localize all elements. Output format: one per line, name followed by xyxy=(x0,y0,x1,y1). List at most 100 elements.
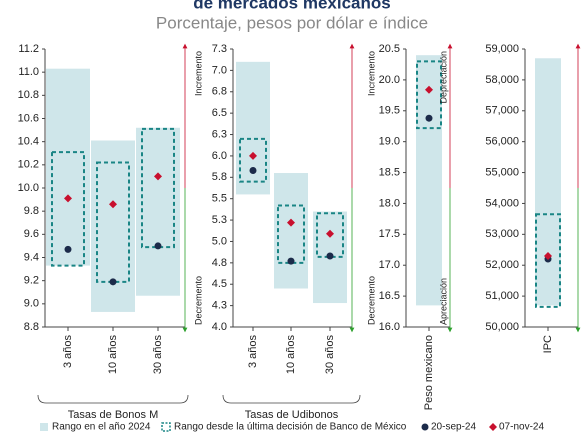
chart-title: de mercados mexicanos xyxy=(193,0,390,12)
range-2024 xyxy=(416,55,442,306)
y-tick-label: 7.3 xyxy=(212,43,227,55)
y-tick-label: 9.4 xyxy=(24,251,39,263)
y-tick-label: 5.0 xyxy=(212,235,227,247)
legend-swatch xyxy=(489,423,497,431)
sep-point xyxy=(425,114,433,122)
y-tick-label: 17.5 xyxy=(379,228,400,240)
y-tick-label: 9.2 xyxy=(24,275,39,287)
y-tick-label: 5.8 xyxy=(212,171,227,183)
x-tick-label: 10 años xyxy=(107,335,119,375)
sep-point xyxy=(109,278,117,286)
group-bracket xyxy=(37,394,189,404)
y-tick-label: 9.6 xyxy=(24,228,39,240)
y-tick-label: 9.8 xyxy=(24,205,39,217)
y-tick-label: 18.0 xyxy=(379,197,400,209)
y-tick-label: 50,000 xyxy=(485,321,519,333)
y-tick-label: 6.3 xyxy=(212,128,227,140)
y-tick-label: 9.0 xyxy=(24,298,39,310)
nov-point xyxy=(109,200,117,209)
y-tick-label: 6.8 xyxy=(212,86,227,98)
sep-point xyxy=(64,245,72,253)
range-banxico xyxy=(141,127,175,249)
side-label: Apreciación xyxy=(438,278,448,325)
y-tick-label: 6.5 xyxy=(212,107,227,119)
sep-point xyxy=(287,257,295,265)
group-label: Tasas de Udibonos xyxy=(245,409,339,421)
y-tick-label: 10.2 xyxy=(18,159,39,171)
y-tick-label: 19.5 xyxy=(379,105,400,117)
x-tick-label: 30 años xyxy=(152,335,164,375)
y-tick-label: 10.0 xyxy=(18,182,39,194)
y-tick-label: 58,000 xyxy=(485,74,519,86)
y-tick-label: 56,000 xyxy=(485,136,519,148)
y-tick-label: 10.4 xyxy=(18,136,39,148)
x-tick-label: 3 años xyxy=(62,335,74,369)
y-tick-label: 20.5 xyxy=(379,43,400,55)
y-tick-label: 11.2 xyxy=(18,43,39,55)
legend-swatch xyxy=(421,423,429,431)
legend-swatch xyxy=(161,422,171,432)
sep-point xyxy=(249,166,257,174)
chart-subtitle: Porcentaje, pesos por dólar e índice xyxy=(156,13,428,32)
nov-point xyxy=(64,194,72,203)
range-banxico xyxy=(51,151,85,267)
y-tick-label: 53,000 xyxy=(485,228,519,240)
range-2024 xyxy=(274,173,308,289)
nov-point xyxy=(287,218,295,227)
y-tick-label: 10.6 xyxy=(18,112,39,124)
legend-swatch xyxy=(40,423,48,431)
x-tick-label: 3 años xyxy=(247,335,259,369)
y-tick-label: 10.8 xyxy=(18,89,39,101)
range-2024 xyxy=(236,61,270,195)
side-label: Incremento xyxy=(193,51,203,96)
group-bracket xyxy=(222,394,361,404)
range-2024 xyxy=(136,127,180,296)
side-label: Decremento xyxy=(366,276,376,325)
nov-point xyxy=(326,229,334,238)
nov-point xyxy=(425,85,433,94)
x-tick-label: 10 años xyxy=(285,335,297,375)
y-tick-label: 8.8 xyxy=(24,321,39,333)
nov-point xyxy=(249,151,257,160)
side-label: Depreciación xyxy=(438,51,448,104)
range-2024 xyxy=(46,68,90,266)
y-tick-label: 20.0 xyxy=(379,74,400,86)
y-tick-label: 6.0 xyxy=(212,150,227,162)
y-tick-label: 5.3 xyxy=(212,214,227,226)
group-label: Tasas de Bonos M xyxy=(68,409,159,421)
legend-label: Rango desde la última decisión de Banco … xyxy=(174,422,407,433)
y-tick-label: 52,000 xyxy=(485,259,519,271)
y-tick-label: 11.0 xyxy=(18,66,39,78)
y-tick-label: 4.3 xyxy=(212,300,227,312)
y-tick-label: 4.0 xyxy=(212,321,227,333)
legend-label: Rango en el año 2024 xyxy=(52,422,151,433)
y-tick-label: 59,000 xyxy=(485,43,519,55)
y-tick-label: 54,000 xyxy=(485,197,519,209)
y-tick-label: 7.0 xyxy=(212,64,227,76)
sep-point xyxy=(154,242,162,250)
y-tick-label: 55,000 xyxy=(485,166,519,178)
range-banxico xyxy=(535,213,561,308)
y-tick-label: 18.5 xyxy=(379,166,400,178)
side-label: Incremento xyxy=(366,51,376,96)
range-banxico xyxy=(416,60,442,130)
nov-point xyxy=(544,251,552,260)
y-tick-label: 16.0 xyxy=(379,321,400,333)
y-tick-label: 57,000 xyxy=(485,105,519,117)
nov-point xyxy=(154,172,162,181)
y-tick-label: 16.5 xyxy=(379,290,400,302)
range-2024 xyxy=(535,58,561,306)
range-banxico xyxy=(96,161,130,283)
y-tick-label: 4.8 xyxy=(212,257,227,269)
legend-label: 07-nov-24 xyxy=(499,422,544,433)
x-tick-label: Peso mexicano xyxy=(423,335,435,410)
x-tick-label: 30 años xyxy=(324,335,336,375)
side-label: Decremento xyxy=(193,276,203,325)
y-tick-label: 4.5 xyxy=(212,278,227,290)
x-tick-label: IPC xyxy=(542,335,554,353)
y-tick-label: 17.0 xyxy=(379,259,400,271)
legend-label: 20-sep-24 xyxy=(431,422,476,433)
y-tick-label: 19.0 xyxy=(379,136,400,148)
y-tick-label: 5.5 xyxy=(212,193,227,205)
